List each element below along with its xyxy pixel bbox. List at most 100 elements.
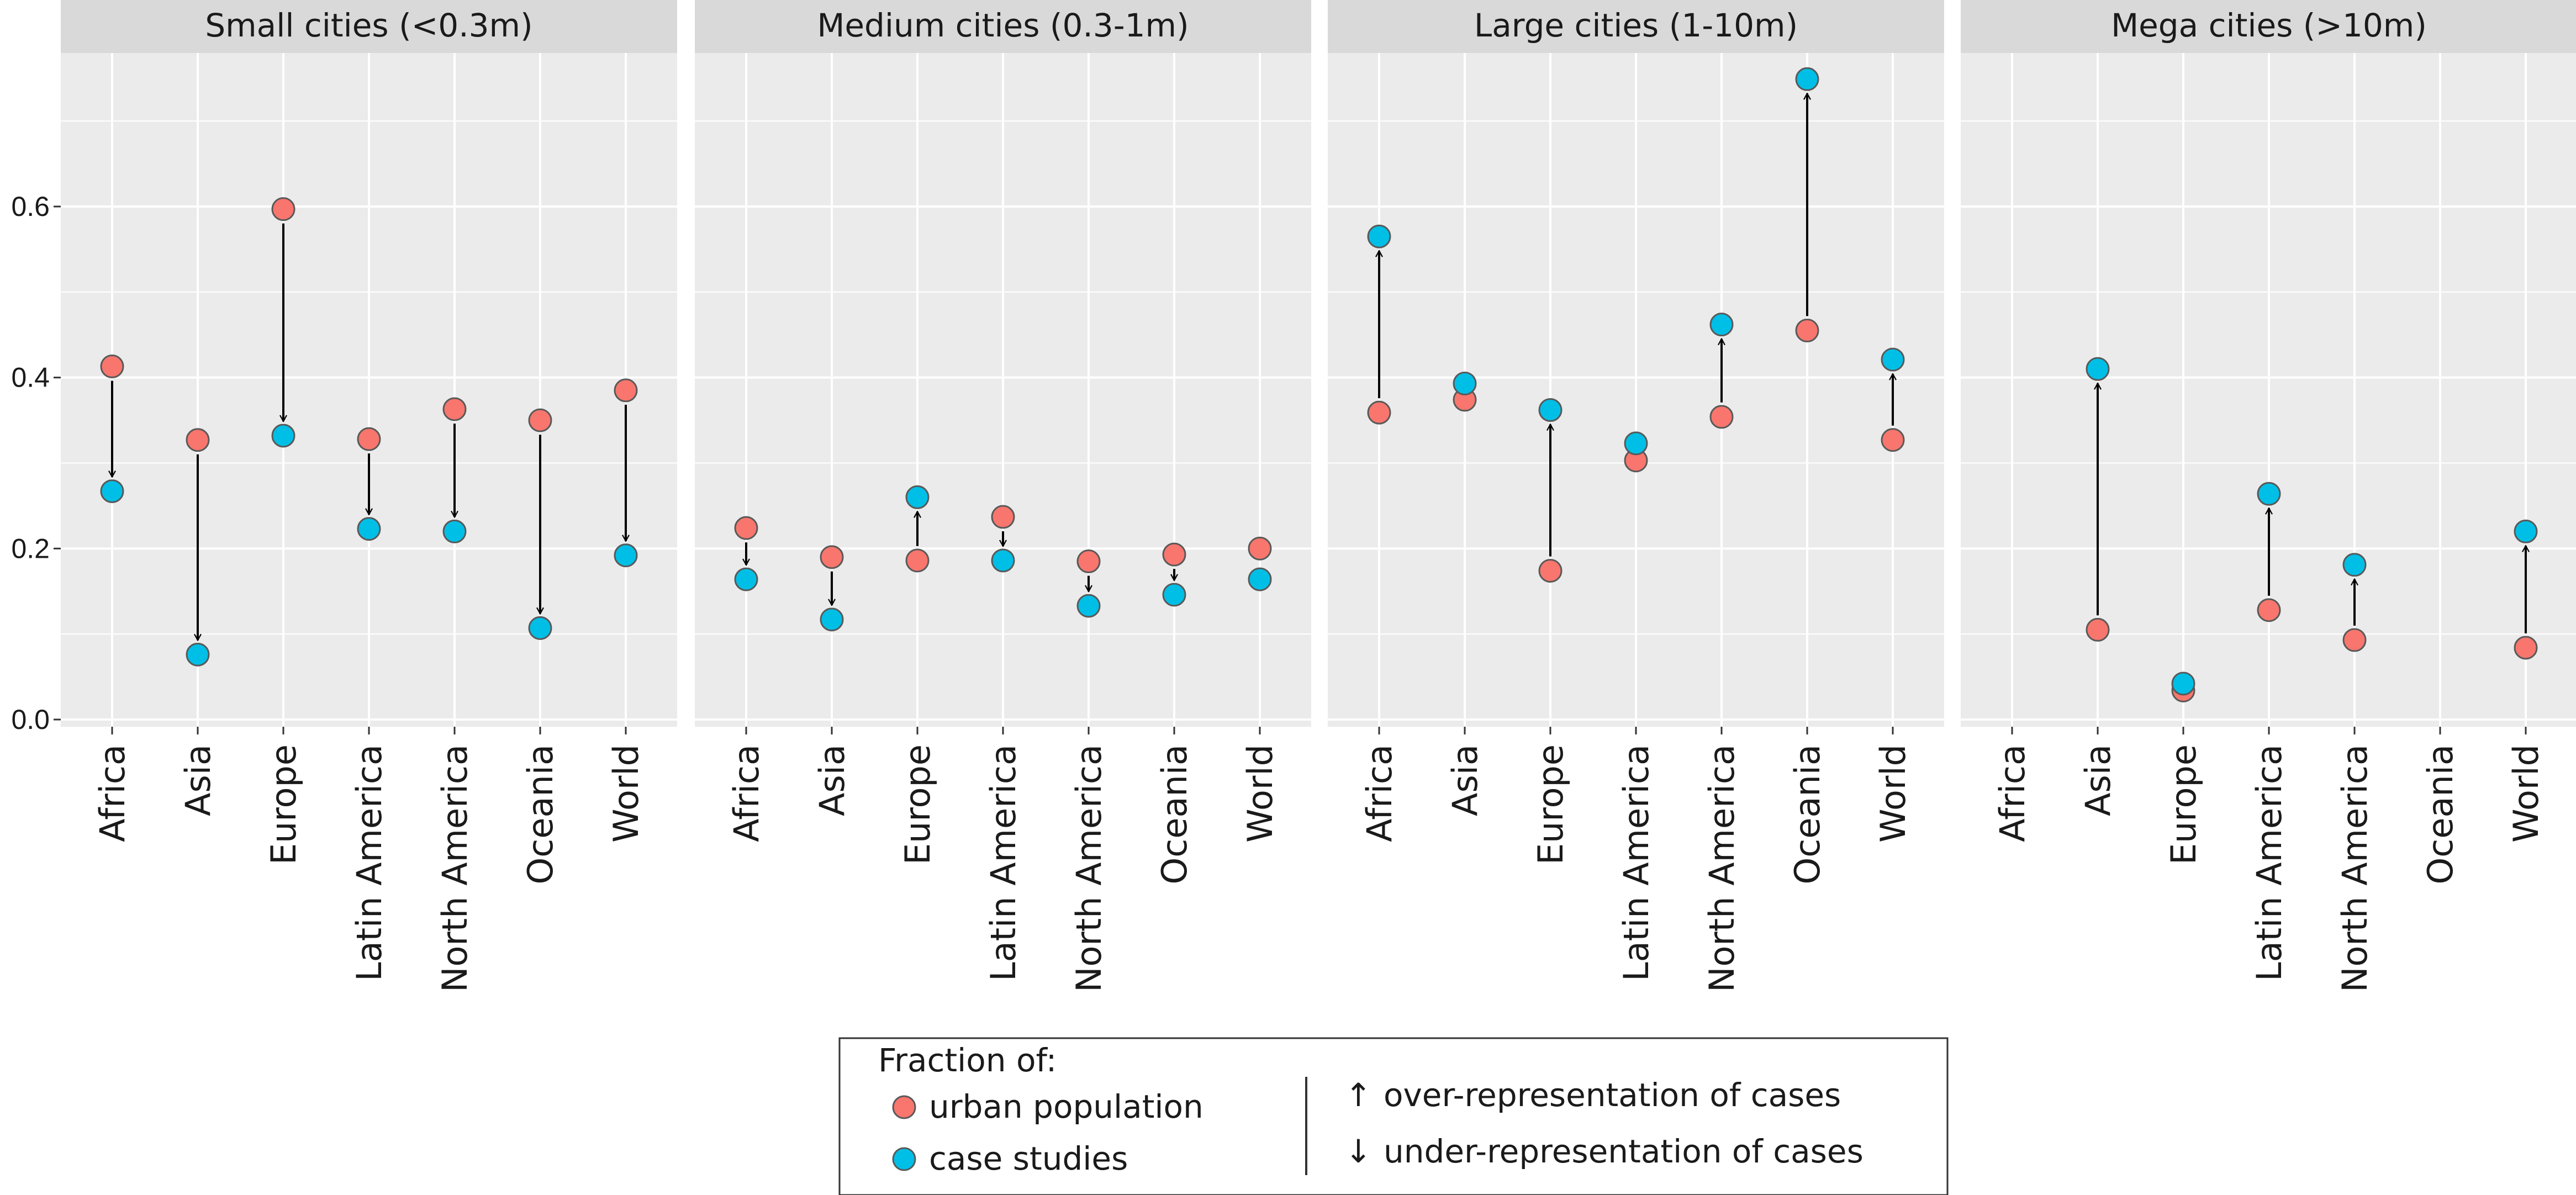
cases-point	[1453, 372, 1477, 396]
cases-point	[2514, 519, 2538, 543]
y-tick-label: 0.6	[11, 191, 50, 222]
cases-point	[991, 548, 1015, 573]
x-tick-label: Africa	[1992, 744, 2033, 842]
x-tick-label: World	[1873, 744, 1913, 843]
urban-point	[528, 408, 552, 432]
cases-point	[1624, 431, 1648, 456]
x-tick-label: World	[1240, 744, 1280, 843]
facet-panel-3: Large cities (1-10m) Africa Asia Europe Lati…	[1328, 0, 1944, 992]
facet-panel-1: Small cities (<0.3m) Africa Asia Europe Lati…	[61, 0, 677, 992]
facet-strip	[1328, 0, 1944, 53]
x-tick-label: Africa	[726, 744, 767, 842]
urban-point	[271, 197, 295, 221]
cases-point	[1162, 583, 1186, 607]
cases-point	[271, 424, 295, 448]
x-tick-label: Asia	[178, 744, 218, 816]
x-tick-label: Latin America	[983, 744, 1023, 981]
cases-point	[186, 642, 210, 667]
x-tick-label: North America	[1702, 744, 1742, 992]
legend-up-arrow-icon: ↑	[1345, 1076, 1372, 1114]
x-tick-label: Latin America	[2249, 744, 2289, 981]
urban-point	[1367, 400, 1391, 425]
urban-point	[1881, 428, 1905, 452]
x-tick-label: North America	[2335, 744, 2375, 992]
x-tick-label: North America	[435, 744, 475, 992]
urban-point	[614, 378, 638, 403]
x-tick-label: Latin America	[349, 744, 389, 981]
cases-point	[2171, 671, 2195, 696]
legend-cases-label: case studies	[929, 1140, 1128, 1177]
x-tick-label: Oceania	[1154, 744, 1195, 885]
urban-point	[991, 505, 1015, 529]
facet-panel-4: Mega cities (>10m) Africa Asia Europe Latin …	[1961, 0, 2576, 992]
urban-point	[905, 548, 930, 573]
legend-over-label: over-representation of cases	[1384, 1076, 1841, 1114]
cases-point	[820, 607, 844, 632]
cases-point	[1881, 347, 1905, 372]
cases-point	[357, 517, 381, 541]
facet-strip	[61, 0, 677, 53]
cases-point	[528, 616, 552, 640]
legend-urban-swatch	[892, 1095, 916, 1119]
facet-title: Large cities (1-10m)	[1474, 7, 1798, 44]
legend-under-label: under-representation of cases	[1384, 1133, 1864, 1170]
facet-strip	[695, 0, 1311, 53]
x-tick-label: Europe	[898, 744, 938, 865]
legend-urban-label: urban population	[929, 1088, 1203, 1125]
x-tick-label: Asia	[812, 744, 852, 816]
x-tick-label: Europe	[263, 744, 304, 865]
x-tick-label: Oceania	[2420, 744, 2461, 885]
y-axis: 0.0 0.2 0.4 0.6	[11, 191, 61, 735]
cases-point	[1076, 594, 1101, 618]
cases-point	[100, 479, 124, 504]
urban-point	[1709, 405, 1734, 429]
facet-strip	[1961, 0, 2576, 53]
urban-point	[100, 355, 124, 379]
urban-point	[186, 428, 210, 452]
urban-point	[1076, 549, 1101, 574]
y-tick-label: 0.4	[11, 362, 50, 393]
x-tick-label: Europe	[2163, 744, 2204, 865]
cases-point	[905, 485, 930, 509]
urban-point	[2086, 617, 2110, 642]
cases-point	[2086, 357, 2110, 381]
x-tick-label: World	[2506, 744, 2546, 843]
panels-layer: Small cities (<0.3m) Africa Asia Europe Lati…	[61, 0, 2576, 992]
legend-title: Fraction of:	[878, 1041, 1057, 1079]
urban-point	[357, 427, 381, 451]
cases-point	[2257, 482, 2281, 506]
cases-point	[442, 519, 467, 543]
legend-down-arrow-icon: ↓	[1345, 1133, 1372, 1170]
legend: Fraction of: urban population case studies…	[838, 1037, 1949, 1195]
urban-point	[442, 397, 467, 421]
urban-point	[2342, 628, 2367, 652]
cases-point	[1248, 567, 1272, 591]
legend-cases-swatch	[892, 1147, 916, 1171]
urban-point	[734, 516, 758, 540]
x-tick-label: Africa	[92, 744, 133, 842]
x-tick-label: Europe	[1530, 744, 1571, 865]
cases-point	[2342, 553, 2367, 577]
facet-title: Mega cities (>10m)	[2111, 7, 2427, 44]
cases-point	[734, 567, 758, 591]
x-tick-label: Africa	[1359, 744, 1400, 842]
cases-point	[1795, 67, 1819, 91]
x-tick-label: Oceania	[520, 744, 561, 885]
cases-point	[1367, 224, 1391, 248]
x-tick-label: Latin America	[1616, 744, 1656, 981]
urban-point	[2257, 598, 2281, 622]
urban-point	[1248, 536, 1272, 561]
facet-title: Medium cities (0.3-1m)	[817, 7, 1189, 44]
facet-title: Small cities (<0.3m)	[205, 7, 532, 44]
x-tick-label: World	[606, 744, 646, 843]
y-tick-label: 0.0	[11, 704, 50, 735]
y-tick-label: 0.2	[11, 533, 50, 564]
legend-box	[838, 1037, 1949, 1195]
urban-point	[1795, 319, 1819, 343]
facet-panel-2: Medium cities (0.3-1m) Africa Asia Europe La…	[695, 0, 1311, 992]
cases-point	[1538, 398, 1563, 422]
x-tick-label: North America	[1069, 744, 1109, 992]
x-tick-label: Asia	[2078, 744, 2118, 816]
